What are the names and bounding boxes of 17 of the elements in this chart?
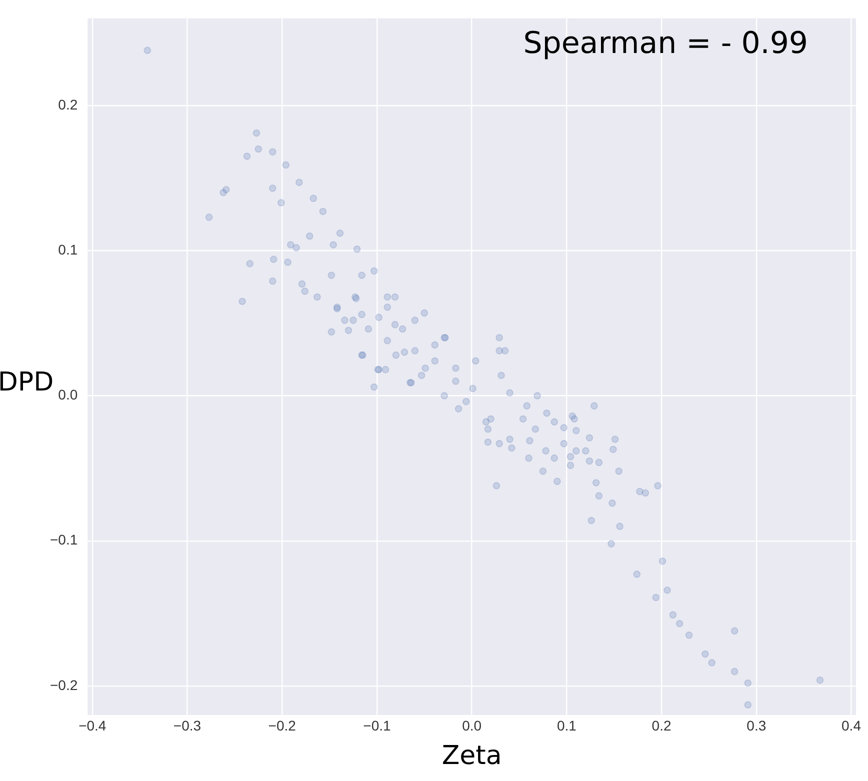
x-axis-title: Zeta [442,741,502,772]
x-tick-label: 0.4 [842,717,862,734]
x-tick-label: −0.2 [268,717,296,734]
y-tick-label: 0.0 [58,386,78,403]
y-tick-label: 0.1 [58,241,78,258]
y-axis-title: DPD [0,367,54,398]
x-tick-label: 0.0 [462,717,482,734]
x-tick-label: 0.2 [652,717,672,734]
annotation: Spearman = - 0.99 [523,26,808,62]
x-tick-label: −0.3 [173,717,202,734]
x-tick-label: −0.1 [363,717,391,734]
y-tick-label: −0.1 [50,532,78,548]
y-tick-label: −0.2 [50,676,78,693]
x-tick-label: −0.4 [78,717,106,734]
x-tick-label: 0.1 [556,717,577,734]
y-tick-label: 0.2 [58,96,78,112]
x-tick-label: 0.3 [746,717,766,734]
